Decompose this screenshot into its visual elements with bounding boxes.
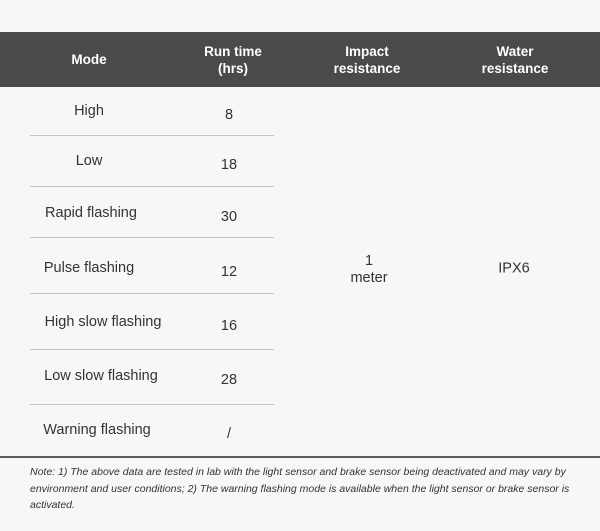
header-impact-resistance: Impact resistance xyxy=(333,43,401,76)
run-time-cell: 8 xyxy=(224,107,234,123)
run-time-cell: 12 xyxy=(220,264,238,280)
run-time-cell: 28 xyxy=(220,372,238,388)
mode-cell: Pulse flashing xyxy=(43,260,135,276)
mode-cell: High slow flashing xyxy=(44,314,162,330)
row-divider xyxy=(30,349,274,350)
mode-cell: Rapid flashing xyxy=(45,205,137,221)
header-mode: Mode xyxy=(71,52,107,67)
run-time-cell: 30 xyxy=(220,209,238,225)
row-divider xyxy=(30,135,274,136)
water-resistance-value: IPX6 xyxy=(498,260,530,277)
mode-cell: Low xyxy=(75,153,103,169)
header-water-resistance: Water resistance xyxy=(481,43,549,76)
mode-cell: Low slow flashing xyxy=(44,368,158,384)
row-divider xyxy=(30,186,274,187)
run-time-cell: 16 xyxy=(220,318,238,334)
row-divider xyxy=(30,404,274,405)
mode-cell: High xyxy=(74,103,104,119)
row-divider xyxy=(30,237,274,238)
table-bottom-border xyxy=(0,456,600,458)
row-divider xyxy=(30,293,274,294)
footnote: Note: 1) The above data are tested in la… xyxy=(30,466,570,511)
run-time-cell: / xyxy=(226,426,232,442)
impact-resistance-value: 1 meter xyxy=(350,253,388,286)
run-time-cell: 18 xyxy=(220,157,238,173)
header-run-time: Run time (hrs) xyxy=(204,43,262,76)
table-header: Mode Run time (hrs) Impact resistance Wa… xyxy=(0,32,600,87)
mode-cell: Warning flashing xyxy=(43,422,151,438)
